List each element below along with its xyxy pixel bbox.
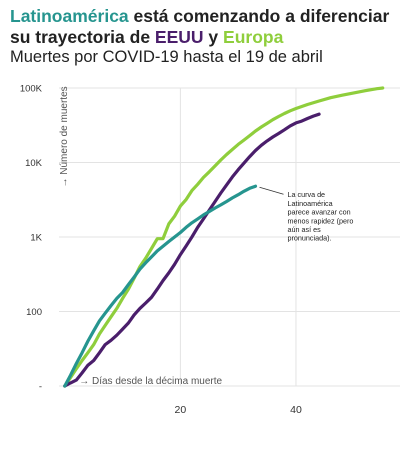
annotation-line: Latinoamérica (288, 199, 333, 208)
series-line-0 (63, 86, 385, 388)
annotation-line: menos rapidez (pero (288, 216, 354, 225)
y-tick-label: 10K (25, 158, 43, 169)
title-latam: Latinoamérica (10, 6, 129, 26)
series-line-1 (63, 112, 321, 388)
title-text-1: está comenzando a diferenciar su trayect… (10, 6, 390, 47)
x-tick-label: 20 (175, 404, 187, 416)
annotation-line: parece avanzar con (288, 208, 351, 217)
y-axis-title: → Número de muertes (59, 86, 70, 187)
chart-title: Latinoamérica está comenzando a diferenc… (10, 6, 406, 48)
series-line-2 (63, 184, 258, 388)
annotation-line: pronunciada). (288, 234, 332, 243)
chart-subtitle: Muertes por COVID-19 hasta el 19 de abri… (10, 48, 323, 66)
y-tick-label: 100 (26, 307, 42, 318)
title-europe: Europa (223, 27, 284, 47)
y-tick-label: - (39, 382, 42, 393)
annotation-leader (259, 186, 284, 195)
x-tick-label: 40 (290, 404, 302, 416)
annotation-line: aún así es (288, 225, 322, 234)
y-tick-label: 100K (20, 84, 43, 95)
annotation-line: La curva de (288, 190, 326, 199)
x-axis-title: → Días desde la décima muerte (79, 376, 222, 387)
title-text-2: y (203, 27, 224, 47)
y-tick-label: 1K (30, 233, 42, 244)
title-usa: EEUU (154, 27, 204, 47)
